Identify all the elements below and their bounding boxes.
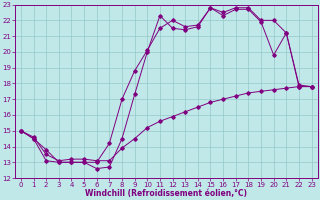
- X-axis label: Windchill (Refroidissement éolien,°C): Windchill (Refroidissement éolien,°C): [85, 189, 247, 198]
